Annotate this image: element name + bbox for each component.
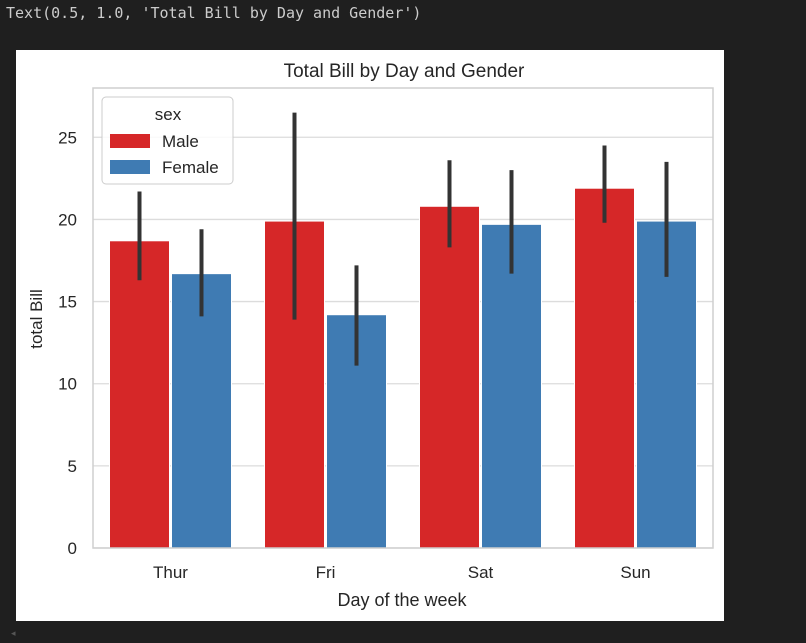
legend-title: sex <box>155 105 182 124</box>
y-tick-label: 15 <box>58 293 77 312</box>
x-tick-label: Fri <box>316 563 336 582</box>
scroll-left-arrow[interactable]: ◂ <box>11 628 16 638</box>
x-tick-label: Sun <box>620 563 650 582</box>
legend-swatch-male <box>110 134 150 148</box>
x-tick-label: Thur <box>153 563 188 582</box>
x-tick-label: Sat <box>468 563 494 582</box>
bar-chart: 0 5 10 15 20 25 Thur Fri Sat Sun Total Bill by D… <box>27 61 714 610</box>
bars <box>109 187 697 549</box>
x-tick-labels: Thur Fri Sat Sun <box>153 563 651 582</box>
plot-frame <box>92 87 714 549</box>
cell-output-text: Text(0.5, 1.0, 'Total Bill by Day and Ge… <box>6 4 422 22</box>
x-axis-label: Day of the week <box>337 590 467 610</box>
legend-label-female: Female <box>162 158 219 177</box>
bar-male-thur <box>109 240 170 549</box>
error-bars <box>137 112 669 366</box>
y-tick-label: 25 <box>58 128 77 147</box>
legend-label-male: Male <box>162 132 199 151</box>
chart-title: Total Bill by Day and Gender <box>284 61 525 82</box>
legend: sex Male Female <box>101 96 234 185</box>
y-tick-label: 20 <box>58 210 77 229</box>
legend-swatch-female <box>110 160 150 174</box>
y-tick-label: 0 <box>68 539 77 558</box>
y-tick-label: 10 <box>58 375 77 394</box>
chart-figure: 0 5 10 15 20 25 Thur Fri Sat Sun Total Bill by D… <box>16 50 724 621</box>
bar-male-sun <box>574 187 635 549</box>
y-axis-label: total Bill <box>27 289 46 349</box>
bar-male-sat <box>419 205 480 549</box>
y-tick-labels: 0 5 10 15 20 25 <box>58 128 77 558</box>
y-tick-label: 5 <box>68 457 77 476</box>
